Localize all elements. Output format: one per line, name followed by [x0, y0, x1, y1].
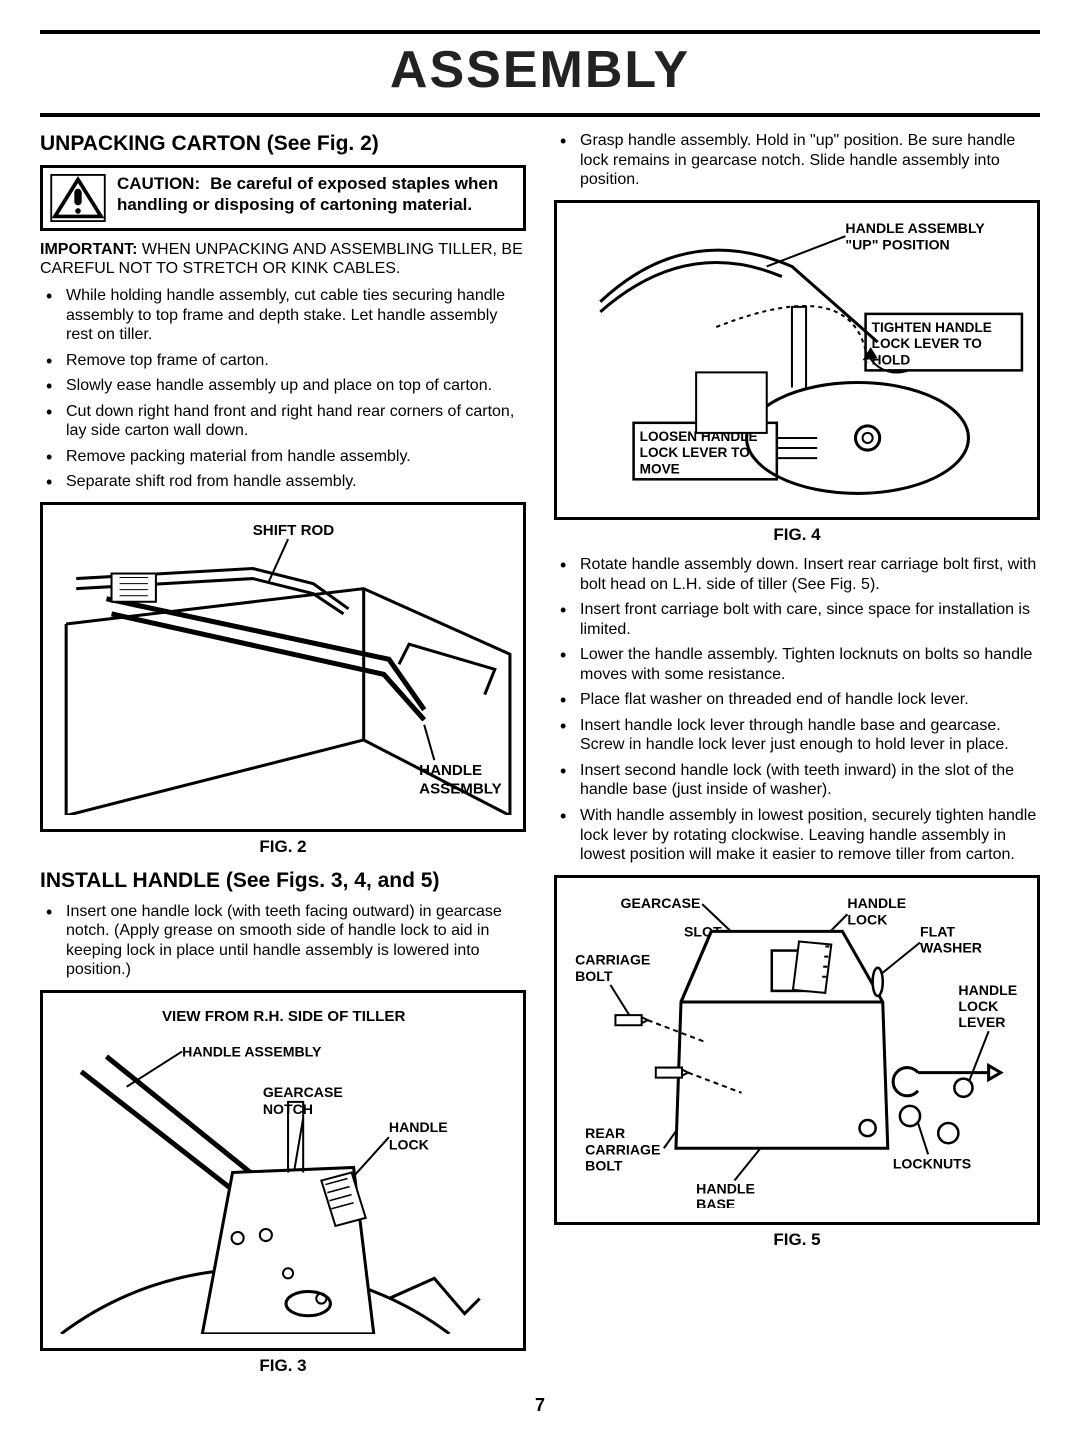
- figure-4: HANDLE ASSEMBLY "UP" POSITION TIGHTEN HA…: [554, 200, 1040, 521]
- list-item: Insert front carriage bolt with care, si…: [580, 600, 1040, 639]
- fig5-label-hll3: LEVER: [958, 1014, 1005, 1030]
- fig5-label-flat2: WASHER: [920, 939, 982, 955]
- fig5-label-locknuts: LOCKNUTS: [893, 1155, 971, 1171]
- caution-text: CAUTION:Be careful of exposed staples wh…: [117, 174, 513, 215]
- fig5-label-cb2: BOLT: [575, 967, 613, 983]
- figure-2-svg: SHIFT ROD HANDLE ASSEMBLY: [51, 513, 515, 816]
- figure-5-svg: GEARCASE HANDLE LOCK SLOT FLAT WASHER CA…: [565, 886, 1029, 1209]
- fig3-label-lock1: HANDLE: [389, 1119, 448, 1135]
- fig5-label-cb1: CARRIAGE: [575, 951, 650, 967]
- fig2-label-handle2: ASSEMBLY: [419, 780, 502, 797]
- list-item: Remove packing material from handle asse…: [66, 447, 526, 467]
- left-column: UNPACKING CARTON (See Fig. 2) CAUTION:Be…: [40, 131, 526, 1386]
- caution-label: CAUTION:: [117, 174, 200, 193]
- list-item: Cut down right hand front and right hand…: [66, 402, 526, 441]
- fig5-label-flat1: FLAT: [920, 923, 955, 939]
- important-note: IMPORTANT: WHEN UNPACKING AND ASSEMBLING…: [40, 241, 526, 278]
- fig4-label-loose2: LOCK LEVER TO: [640, 445, 751, 460]
- page-number: 7: [40, 1394, 1040, 1417]
- figure-3: VIEW FROM R.H. SIDE OF TILLER HANDLE ASS…: [40, 990, 526, 1351]
- bullet-list-right-top: Grasp handle assembly. Hold in "up" posi…: [554, 131, 1040, 190]
- fig4-caption: FIG. 4: [554, 524, 1040, 545]
- fig5-label-hlock2: LOCK: [847, 911, 888, 927]
- important-label: IMPORTANT:: [40, 241, 137, 258]
- bullet-list-right-mid: Rotate handle assembly down. Insert rear…: [554, 555, 1040, 864]
- fig4-label-tight2: LOCK LEVER TO: [872, 336, 983, 351]
- list-item: Insert one handle lock (with teeth facin…: [66, 902, 526, 980]
- fig5-label-hll2: LOCK: [958, 998, 999, 1014]
- fig4-label-loose3: MOVE: [640, 461, 680, 476]
- fig5-caption: FIG. 5: [554, 1229, 1040, 1250]
- fig4-label-up2: "UP" POSITION: [845, 236, 949, 252]
- fig2-caption: FIG. 2: [40, 836, 526, 857]
- content-columns: UNPACKING CARTON (See Fig. 2) CAUTION:Be…: [40, 131, 1040, 1386]
- page-title: ASSEMBLY: [40, 38, 1040, 103]
- list-item: While holding handle assembly, cut cable…: [66, 286, 526, 345]
- page-title-bar: ASSEMBLY: [40, 30, 1040, 117]
- figure-2: SHIFT ROD HANDLE ASSEMBLY: [40, 502, 526, 833]
- fig2-label-shiftrod: SHIFT ROD: [253, 522, 335, 539]
- list-item: With handle assembly in lowest position,…: [580, 806, 1040, 865]
- fig3-label-lock2: LOCK: [389, 1136, 430, 1152]
- figure-5: GEARCASE HANDLE LOCK SLOT FLAT WASHER CA…: [554, 875, 1040, 1226]
- list-item: Remove top frame of carton.: [66, 351, 526, 371]
- list-item: Slowly ease handle assembly up and place…: [66, 376, 526, 396]
- fig2-label-handle1: HANDLE: [419, 762, 482, 779]
- list-item: Insert second handle lock (with teeth in…: [580, 761, 1040, 800]
- fig5-label-hb2: BASE: [696, 1195, 735, 1208]
- fig5-label-hlock1: HANDLE: [847, 895, 906, 911]
- list-item: Grasp handle assembly. Hold in "up" posi…: [580, 131, 1040, 190]
- list-item: Insert handle lock lever through handle …: [580, 716, 1040, 755]
- fig5-label-rcb3: BOLT: [585, 1157, 623, 1173]
- heading-install-handle: INSTALL HANDLE (See Figs. 3, 4, and 5): [40, 868, 526, 894]
- fig5-label-hll1: HANDLE: [958, 981, 1017, 997]
- fig3-label-view: VIEW FROM R.H. SIDE OF TILLER: [162, 1008, 406, 1025]
- bullet-list-install: Insert one handle lock (with teeth facin…: [40, 902, 526, 980]
- fig3-label-handle: HANDLE ASSEMBLY: [182, 1043, 322, 1059]
- heading-unpacking: UNPACKING CARTON (See Fig. 2): [40, 131, 526, 157]
- fig3-label-gearcase1: GEARCASE: [263, 1084, 343, 1100]
- list-item: Rotate handle assembly down. Insert rear…: [580, 555, 1040, 594]
- fig3-caption: FIG. 3: [40, 1355, 526, 1376]
- warning-triangle-icon: [49, 174, 107, 222]
- figure-4-svg: HANDLE ASSEMBLY "UP" POSITION TIGHTEN HA…: [565, 211, 1029, 504]
- list-item: Lower the handle assembly. Tighten lockn…: [580, 645, 1040, 684]
- fig5-label-hb1: HANDLE: [696, 1180, 755, 1196]
- bullet-list-unpacking: While holding handle assembly, cut cable…: [40, 286, 526, 492]
- figure-3-svg: VIEW FROM R.H. SIDE OF TILLER HANDLE ASS…: [51, 1001, 515, 1334]
- fig4-label-tight1: TIGHTEN HANDLE: [872, 320, 992, 335]
- right-column: Grasp handle assembly. Hold in "up" posi…: [554, 131, 1040, 1386]
- list-item: Place flat washer on threaded end of han…: [580, 690, 1040, 710]
- fig4-label-up1: HANDLE ASSEMBLY: [845, 220, 985, 236]
- fig5-label-rcb1: REAR: [585, 1125, 625, 1141]
- fig5-label-rcb2: CARRIAGE: [585, 1141, 660, 1157]
- list-item: Separate shift rod from handle assembly.: [66, 472, 526, 492]
- caution-box: CAUTION:Be careful of exposed staples wh…: [40, 165, 526, 231]
- fig5-label-gearcase: GEARCASE: [620, 895, 700, 911]
